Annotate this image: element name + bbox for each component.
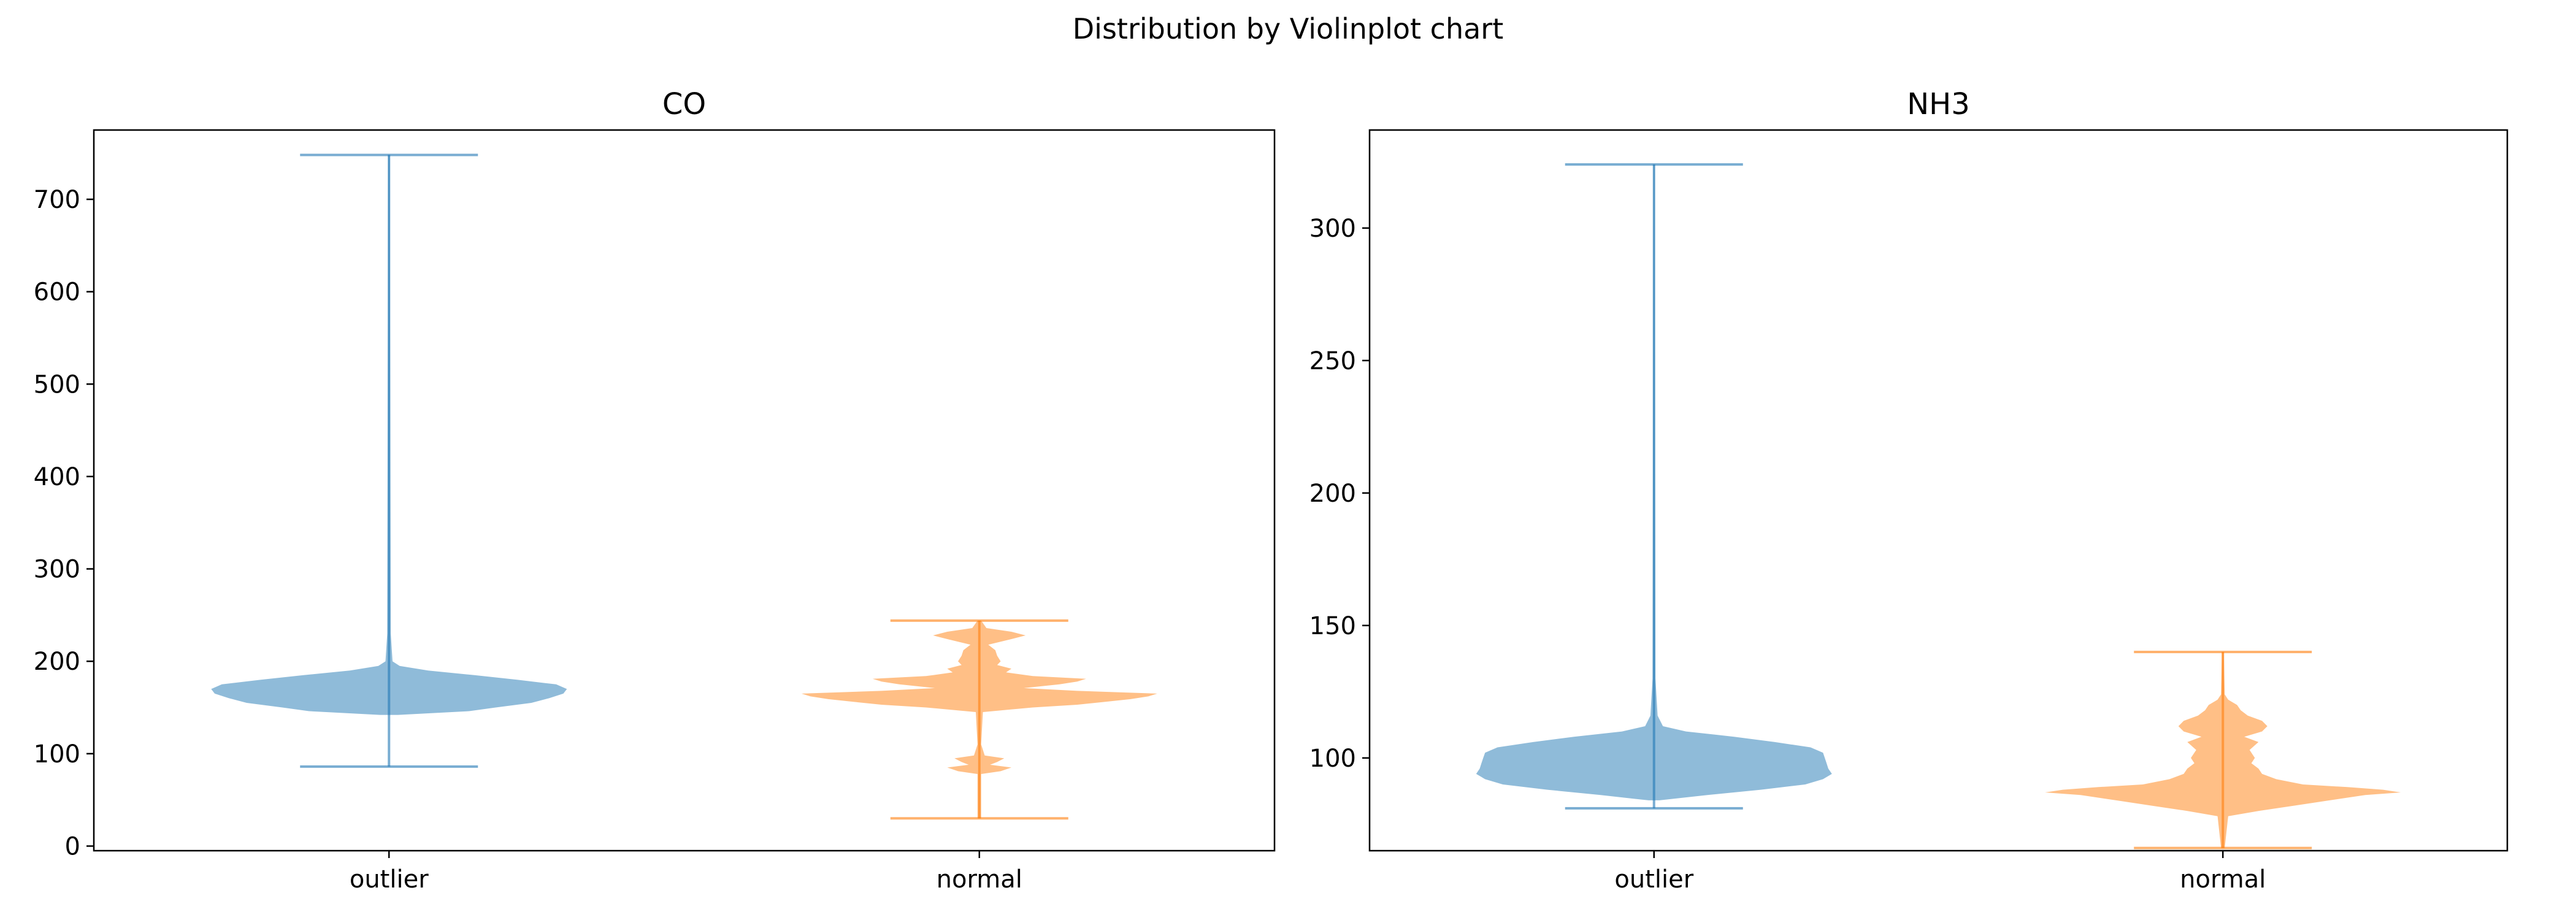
x-tick-label: normal bbox=[937, 865, 1022, 894]
x-tick-label: outlier bbox=[1614, 865, 1693, 894]
y-tick-label: 100 bbox=[34, 740, 80, 769]
y-tick-label: 300 bbox=[34, 556, 80, 584]
y-tick-label: 150 bbox=[1309, 612, 1356, 640]
y-tick-label: 300 bbox=[1309, 215, 1356, 243]
x-tick-label: outlier bbox=[350, 865, 429, 894]
y-tick-label: 600 bbox=[34, 278, 80, 307]
plot-frame bbox=[1368, 129, 2509, 852]
y-tick-label: 400 bbox=[34, 463, 80, 491]
y-tick-label: 700 bbox=[34, 186, 80, 214]
plot-frame bbox=[93, 129, 1276, 852]
y-tick-label: 100 bbox=[1309, 745, 1356, 773]
y-tick-label: 0 bbox=[65, 832, 80, 861]
y-tick-label: 250 bbox=[1309, 347, 1356, 375]
x-tick-label: normal bbox=[2180, 865, 2266, 894]
y-tick-label: 200 bbox=[1309, 480, 1356, 508]
y-tick-label: 500 bbox=[34, 370, 80, 399]
panel-title: CO bbox=[662, 87, 706, 121]
y-tick-label: 200 bbox=[34, 648, 80, 676]
panel-title: NH3 bbox=[1907, 87, 1970, 121]
figure-title: Distribution by Violinplot chart bbox=[1072, 12, 1504, 45]
